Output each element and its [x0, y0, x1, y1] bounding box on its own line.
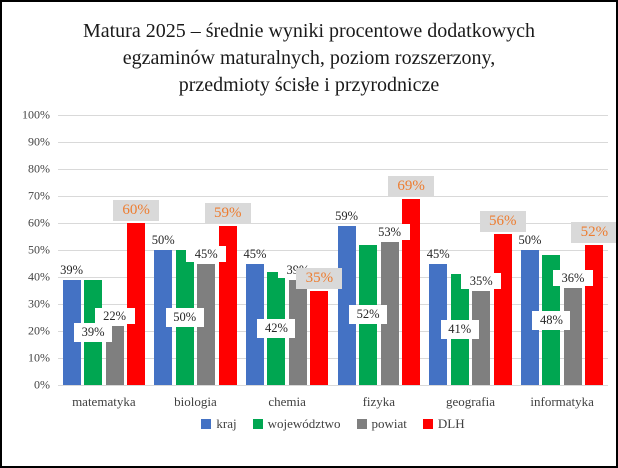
legend-item-powiat: powiat [356, 416, 407, 432]
bar-DLH-chemia [310, 290, 329, 385]
gridline [58, 331, 608, 332]
bar-label-DLH-biologia: 59% [204, 202, 251, 224]
bar-powiat-informatyka [563, 287, 582, 385]
bar-label-kraj-biologia: 50% [151, 233, 175, 247]
bar-DLH-biologia [218, 225, 237, 385]
bar-label-województwo-fizyka: 52% [349, 305, 388, 325]
bar-DLH-geografia [493, 233, 512, 385]
y-axis-tick-label: 20% [28, 323, 50, 338]
gridline [58, 196, 608, 197]
legend-swatch-icon-kraj [201, 419, 212, 429]
y-axis-tick-label: 30% [28, 296, 50, 311]
gridline [58, 250, 608, 251]
bar-label-kraj-informatyka: 50% [518, 233, 542, 247]
y-axis-tick-label: 80% [28, 161, 50, 176]
legend: kraj województwo powiat DLH [58, 416, 608, 432]
bar-label-DLH-matematyka: 60% [113, 200, 160, 221]
gridline [58, 385, 608, 386]
bar-kraj-matematyka [62, 279, 81, 385]
bar-DLH-matematyka [127, 223, 146, 385]
legend-label-DLH: DLH [437, 416, 465, 431]
chart-title: Matura 2025 – średnie wyniki procentowe … [2, 18, 616, 99]
legend-label-województwo: województwo [267, 416, 341, 431]
gridline [58, 142, 608, 143]
bar-label-województwo-matematyka: 39% [74, 322, 113, 342]
legend-swatch-icon-powiat [356, 419, 367, 429]
legend-item-województwo: województwo [252, 416, 341, 432]
y-axis-tick-label: 10% [28, 350, 50, 365]
bar-label-powiat-geografia: 35% [461, 272, 502, 289]
bar-label-DLH-informatyka: 52% [571, 221, 616, 243]
bar-DLH-fizyka [402, 198, 421, 385]
category-label-geografia: geografia [445, 394, 496, 409]
bar-label-województwo-biologia: 50% [165, 308, 204, 327]
legend-swatch-icon-DLH [422, 419, 433, 429]
chart-title-line-1: Matura 2025 – średnie wyniki procentowe … [82, 20, 536, 42]
legend-swatch-icon-województwo [252, 419, 263, 429]
category-label-chemia: chemia [268, 394, 306, 409]
category-label-biologia: biologia [174, 394, 217, 409]
category-label-fizyka: fizyka [362, 394, 396, 409]
bar-label-kraj-geografia: 45% [426, 246, 450, 261]
bar-kraj-chemia [245, 263, 264, 385]
y-axis-tick-label: 0% [34, 377, 50, 392]
category-label-matematyka: matematyka [72, 394, 136, 409]
y-axis-tick-label: 90% [28, 134, 50, 149]
y-axis-tick-label: 100% [22, 107, 50, 122]
bar-label-powiat-matematyka: 22% [94, 307, 135, 324]
bar-label-województwo-chemia: 42% [257, 318, 296, 338]
y-axis-tick-label: 60% [28, 215, 50, 230]
chart-title-line-3: przedmioty ścisłe i przyrodnicze [178, 74, 440, 96]
bar-powiat-biologia [197, 263, 216, 385]
gridline [58, 115, 608, 116]
legend-label-powiat: powiat [371, 416, 407, 431]
y-axis-tick-label: 50% [28, 242, 50, 257]
bar-label-DLH-chemia: 35% [296, 267, 343, 289]
bar-powiat-chemia [288, 279, 307, 385]
bar-label-kraj-chemia: 45% [243, 246, 267, 261]
legend-label-kraj: kraj [216, 416, 237, 431]
bar-label-kraj-matematyka: 39% [60, 262, 84, 277]
bar-label-DLH-geografia: 56% [479, 210, 526, 232]
bar-DLH-informatyka [585, 244, 604, 385]
category-label-informatyka: informatyka [530, 394, 594, 409]
gridline [58, 304, 608, 305]
bar-powiat-fizyka [380, 241, 399, 385]
bar-kraj-biologia [154, 250, 173, 385]
bar-label-powiat-informatyka: 36% [552, 269, 593, 286]
y-axis-tick-label: 40% [28, 269, 50, 284]
gridline [58, 223, 608, 224]
bar-label-powiat-fizyka: 53% [369, 223, 410, 240]
bar-label-DLH-fizyka: 69% [388, 175, 435, 197]
bar-label-powiat-biologia: 45% [186, 245, 227, 262]
legend-item-DLH: DLH [422, 416, 465, 432]
bar-powiat-geografia [472, 290, 491, 385]
bar-label-kraj-fizyka: 59% [335, 208, 359, 223]
bar-label-województwo-informatyka: 48% [532, 310, 571, 330]
chart-title-line-2: egzaminów maturalnych, poziom rozszerzon… [122, 47, 496, 69]
gridline [58, 169, 608, 170]
bar-kraj-geografia [429, 263, 448, 385]
bar-kraj-fizyka [337, 225, 356, 385]
bar-label-województwo-geografia: 41% [440, 320, 479, 340]
y-axis-tick-label: 70% [28, 188, 50, 203]
gridline [58, 358, 608, 359]
legend-item-kraj: kraj [201, 416, 237, 432]
bar-kraj-informatyka [520, 250, 539, 385]
